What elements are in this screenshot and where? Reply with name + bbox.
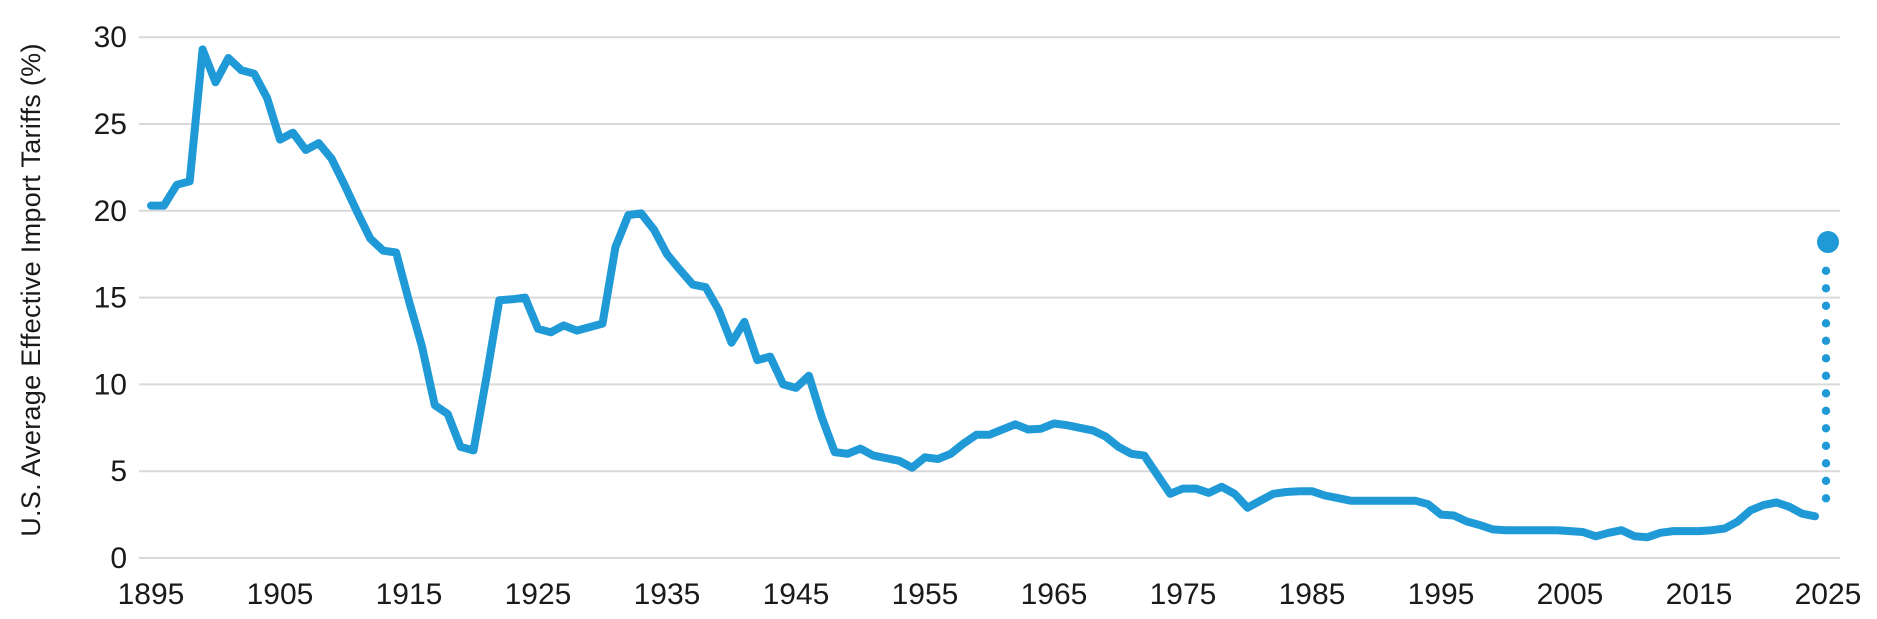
tariff-line bbox=[147, 45, 1820, 542]
y-tick-label: 30 bbox=[94, 21, 127, 54]
projection-dotted-connector-dot bbox=[1821, 319, 1831, 328]
projection-dotted-connector-dot bbox=[1821, 284, 1831, 293]
x-tick-label: 1925 bbox=[505, 578, 572, 611]
x-tick-label: 1955 bbox=[892, 578, 959, 611]
projection-dotted-connector-dot bbox=[1821, 406, 1831, 416]
x-tick-label: 1985 bbox=[1279, 578, 1346, 611]
projection-dotted-connector-dot bbox=[1821, 371, 1831, 381]
projection-dotted-connector-dot bbox=[1821, 476, 1831, 486]
x-tick-label: 1965 bbox=[1021, 578, 1088, 611]
y-axis-title: U.S. Average Effective Import Tariffs (%… bbox=[15, 43, 46, 537]
x-tick-label: 1905 bbox=[247, 578, 314, 611]
y-tick-label: 25 bbox=[94, 108, 127, 141]
x-tick-label: 1975 bbox=[1150, 578, 1217, 611]
projection-dotted-connector-dot bbox=[1821, 459, 1831, 468]
projection-dotted-connector-dot bbox=[1821, 354, 1831, 363]
x-tick-label: 1935 bbox=[634, 578, 701, 611]
x-tick-label: 2005 bbox=[1537, 578, 1604, 611]
projection-dotted-connector-dot bbox=[1821, 389, 1831, 398]
y-tick-label: 0 bbox=[110, 542, 127, 575]
x-tick-label: 1895 bbox=[118, 578, 185, 611]
projection-dot bbox=[1817, 231, 1839, 254]
x-tick-label: 1945 bbox=[763, 578, 830, 611]
projection-dotted-connector-dot bbox=[1821, 424, 1831, 433]
x-tick-label: 1915 bbox=[376, 578, 443, 611]
projection-dotted-connector-dot bbox=[1821, 441, 1831, 451]
projection-dotted-connector-dot bbox=[1821, 336, 1831, 346]
projection-dotted-connector-dot bbox=[1821, 494, 1831, 503]
projection-dotted-connector-dot bbox=[1821, 266, 1831, 276]
y-tick-label: 20 bbox=[94, 195, 127, 228]
y-tick-label: 5 bbox=[110, 455, 127, 488]
y-tick-label: 10 bbox=[94, 368, 127, 401]
projection-dotted-connector-dot bbox=[1821, 301, 1831, 311]
x-tick-label: 2015 bbox=[1666, 578, 1733, 611]
x-tick-label: 1995 bbox=[1408, 578, 1475, 611]
y-tick-label: 15 bbox=[94, 282, 127, 315]
x-tick-label: 2025 bbox=[1795, 578, 1862, 611]
